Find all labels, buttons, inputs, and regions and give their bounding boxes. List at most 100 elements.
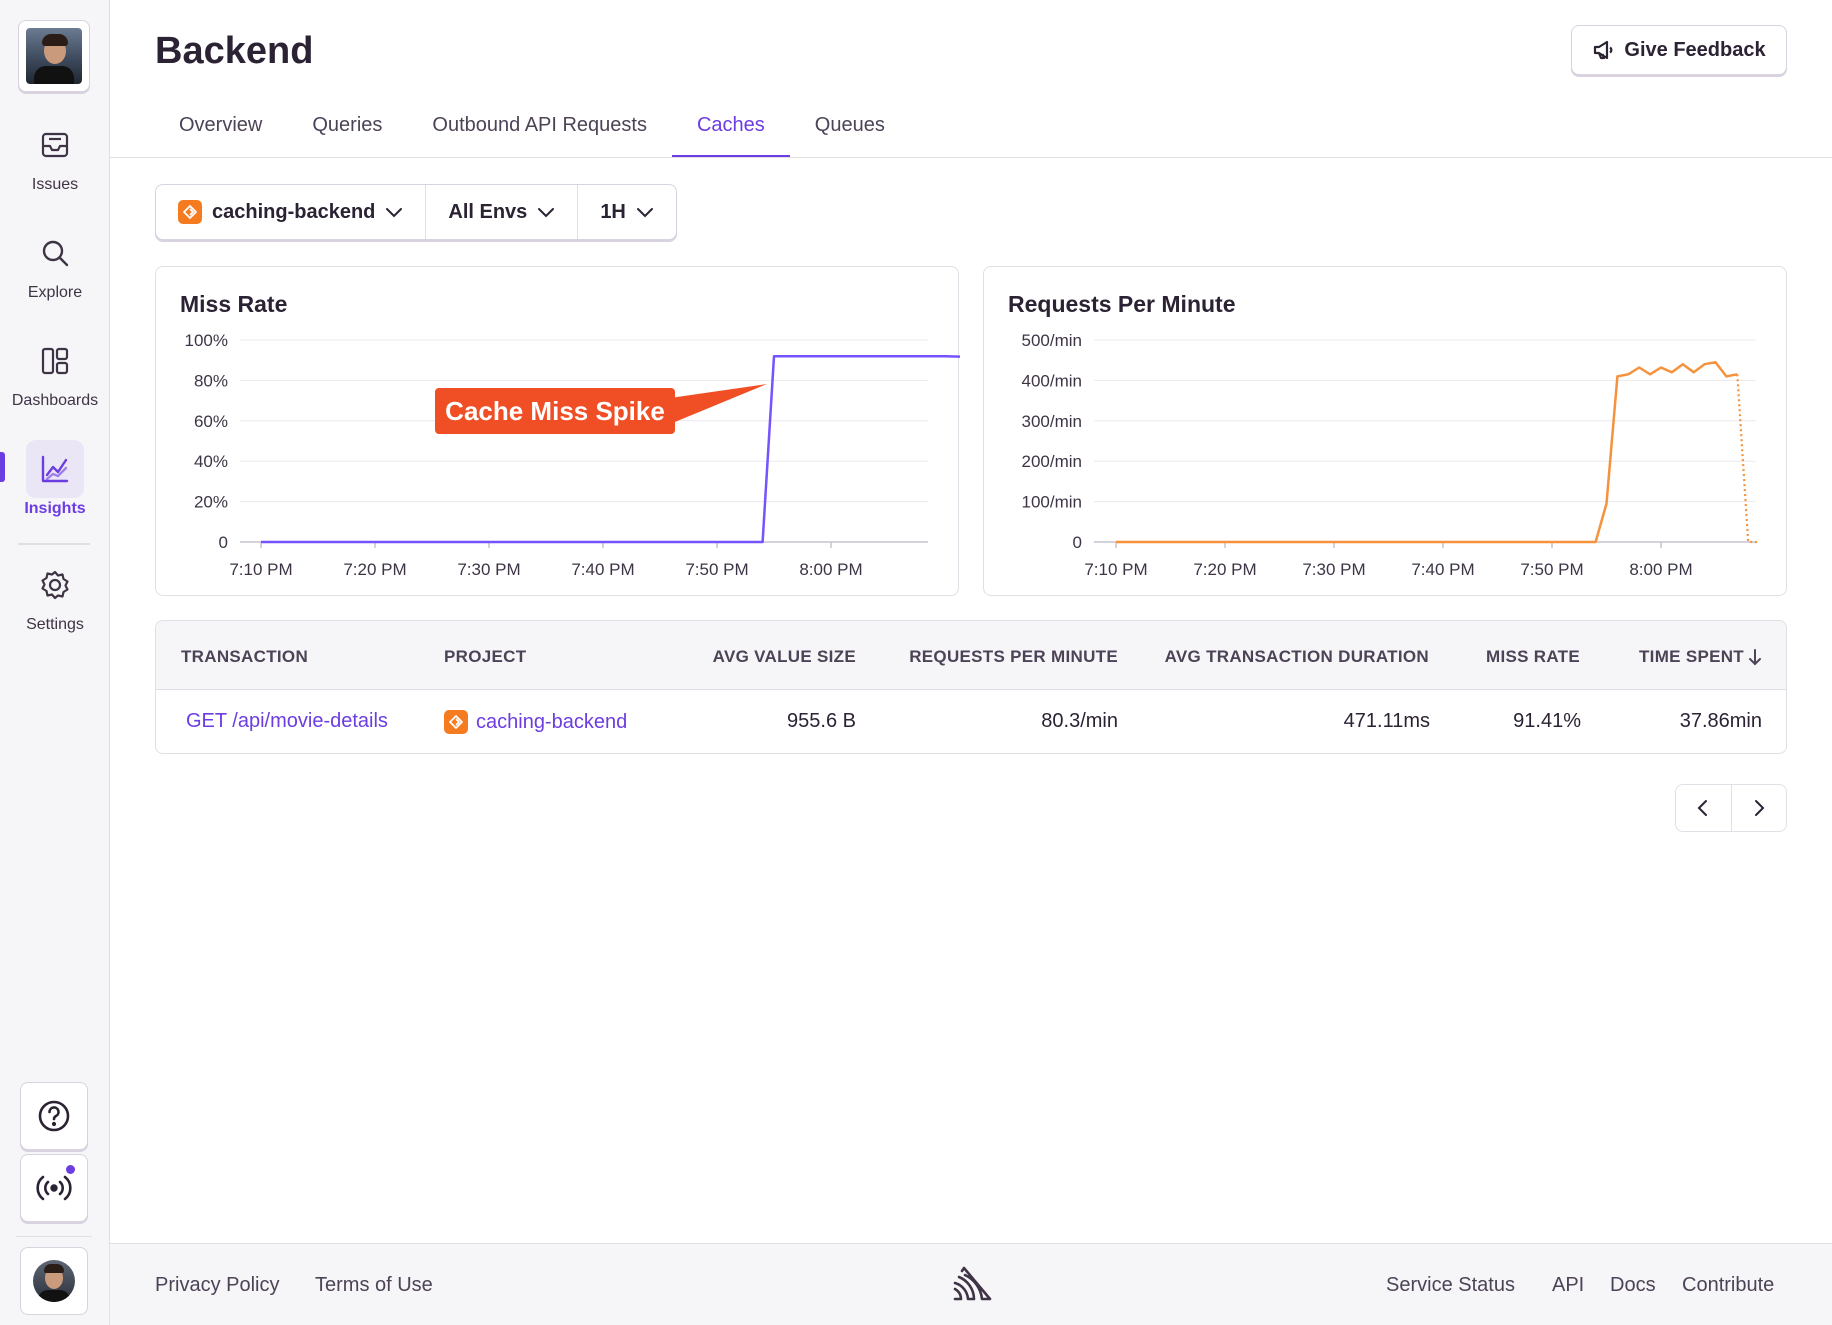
tab-bar: Overview Queries Outbound API Requests C… xyxy=(155,100,910,158)
series-line[interactable] xyxy=(261,354,960,544)
y-tick-label: 60% xyxy=(194,412,228,431)
give-feedback-button[interactable]: Give Feedback xyxy=(1571,25,1787,75)
chevron-down-icon xyxy=(538,208,555,218)
docs-link[interactable]: Docs xyxy=(1610,1274,1656,1296)
service-status-link[interactable]: Service Status xyxy=(1386,1274,1515,1296)
column-header-requests-per-minute[interactable]: REQUESTS PER MINUTE xyxy=(909,647,1118,666)
pagination xyxy=(1675,784,1787,832)
cell-time-spent: 37.86min xyxy=(1679,710,1762,732)
contribute-link[interactable]: Contribute xyxy=(1682,1274,1775,1296)
y-tick-label: 20% xyxy=(194,493,228,512)
cache-transactions-table: TRANSACTION PROJECT AVG VALUE SIZE REQUE… xyxy=(155,620,1787,754)
project-icon xyxy=(178,200,202,224)
callout-label: Cache Miss Spike xyxy=(435,388,675,434)
requests-per-minute-chart[interactable]: 0 100/min 200/min 300/min 400/min 500/min 7:10… xyxy=(984,267,1788,597)
cell-avg-value-size: 955.6 B xyxy=(787,710,856,732)
project-filter[interactable]: caching-backend xyxy=(156,185,427,239)
column-header-avg-value-size[interactable]: AVG VALUE SIZE xyxy=(712,647,856,666)
sidebar: Issues Explore Dashboards Insights xyxy=(0,0,110,1325)
environment-filter[interactable]: All Envs xyxy=(426,185,579,239)
date-range-filter-label: 1H xyxy=(600,200,626,223)
tab-queries[interactable]: Queries xyxy=(312,114,383,136)
broadcasts-button[interactable] xyxy=(20,1154,88,1222)
cell-miss-rate: 91.41% xyxy=(1513,710,1581,732)
give-feedback-label: Give Feedback xyxy=(1624,38,1766,61)
tab-caches[interactable]: Caches xyxy=(671,100,790,158)
chevron-right-icon xyxy=(1754,800,1765,816)
notification-dot xyxy=(66,1165,75,1174)
help-button[interactable] xyxy=(20,1082,88,1150)
x-tick-label: 7:30 PM xyxy=(1302,560,1365,579)
date-range-filter[interactable]: 1H xyxy=(578,185,676,239)
sentry-logo-icon xyxy=(953,1266,992,1301)
column-header-project[interactable]: PROJECT xyxy=(444,647,527,666)
api-link[interactable]: API xyxy=(1552,1274,1585,1296)
chart-title: Requests Per Minute xyxy=(1008,291,1236,317)
sidebar-item-explore[interactable]: Explore xyxy=(0,224,110,302)
user-avatar[interactable] xyxy=(20,1247,88,1315)
column-header-time-spent-label: TIME SPENT xyxy=(1638,647,1744,666)
cell-requests-per-minute: 80.3/min xyxy=(1041,710,1118,732)
sidebar-item-label: Settings xyxy=(26,616,84,633)
page-title: Backend xyxy=(155,30,314,72)
incomplete-series-line xyxy=(1736,374,1760,544)
chevron-down-icon xyxy=(636,208,653,218)
terms-of-use-link[interactable]: Terms of Use xyxy=(315,1274,433,1296)
x-tick-label: 7:40 PM xyxy=(1411,560,1474,579)
y-tick-label: 300/min xyxy=(1022,412,1082,431)
sidebar-item-settings[interactable]: Settings xyxy=(0,556,110,634)
column-header-avg-transaction-duration[interactable]: AVG TRANSACTION DURATION xyxy=(1164,647,1429,666)
chevron-left-icon xyxy=(1697,800,1708,816)
y-tick-label: 200/min xyxy=(1022,452,1082,471)
search-icon xyxy=(26,224,84,282)
dashboards-icon xyxy=(26,332,84,390)
sidebar-item-label: Dashboards xyxy=(11,392,99,409)
org-avatar-image xyxy=(26,28,82,84)
column-header-time-spent[interactable]: TIME SPENT xyxy=(1639,647,1762,667)
x-tick-label: 7:30 PM xyxy=(457,560,520,579)
requests-per-minute-panel: Requests Per Minute 0 100/min 200/min 300/m… xyxy=(983,266,1787,596)
y-tick-label: 0 xyxy=(219,533,228,552)
x-tick-label: 8:00 PM xyxy=(799,560,862,579)
footer: Privacy Policy Terms of Use Service Stat… xyxy=(110,1243,1832,1325)
sort-descending-icon xyxy=(1749,649,1761,666)
y-tick-label: 40% xyxy=(194,452,228,471)
project-link[interactable]: caching-backend xyxy=(444,710,627,734)
project-link-label: caching-backend xyxy=(476,710,628,733)
sidebar-item-label: Insights xyxy=(24,500,86,517)
environment-filter-label: All Envs xyxy=(448,200,528,223)
y-tick-label: 100/min xyxy=(1022,493,1082,512)
active-indicator xyxy=(0,452,5,482)
next-page-button[interactable] xyxy=(1732,785,1787,831)
x-tick-label: 7:10 PM xyxy=(1084,560,1147,579)
sidebar-item-issues[interactable]: Issues xyxy=(0,116,110,194)
tab-outbound-api-requests[interactable]: Outbound API Requests xyxy=(432,114,647,136)
x-tick-label: 7:50 PM xyxy=(685,560,748,579)
column-header-transaction[interactable]: TRANSACTION xyxy=(181,647,309,666)
transaction-link[interactable]: GET /api/movie-details xyxy=(186,710,388,732)
previous-page-button[interactable] xyxy=(1676,785,1732,831)
broadcast-icon xyxy=(36,1175,72,1201)
privacy-policy-link[interactable]: Privacy Policy xyxy=(155,1274,280,1296)
table-header: TRANSACTION PROJECT AVG VALUE SIZE REQUE… xyxy=(156,621,1786,690)
tabs-divider xyxy=(110,157,1832,158)
chevron-down-icon xyxy=(386,208,403,218)
series-line[interactable] xyxy=(1116,360,1738,544)
x-tick-label: 8:00 PM xyxy=(1629,560,1692,579)
y-tick-label: 80% xyxy=(194,371,228,390)
column-header-miss-rate[interactable]: MISS RATE xyxy=(1485,647,1580,666)
sidebar-item-dashboards[interactable]: Dashboards xyxy=(0,332,110,410)
tab-queues[interactable]: Queues xyxy=(814,114,885,136)
miss-rate-chart[interactable]: 0 20% 40% 60% 80% 100% 7:10 PM 7:20 PM 7:30 PM 7:… xyxy=(156,267,960,597)
table-row: GET /api/movie-details caching-backend 9… xyxy=(156,690,1786,753)
tab-overview[interactable]: Overview xyxy=(179,114,263,136)
y-tick-label: 100% xyxy=(185,331,228,350)
page-filter-bar: caching-backend All Envs 1H xyxy=(155,184,677,240)
cell-avg-transaction-duration: 471.11ms xyxy=(1343,710,1430,732)
help-icon xyxy=(38,1100,70,1132)
sidebar-item-insights[interactable]: Insights xyxy=(0,440,110,518)
sidebar-divider xyxy=(18,543,90,545)
x-tick-label: 7:40 PM xyxy=(571,560,634,579)
org-avatar[interactable] xyxy=(18,20,90,92)
project-filter-label: caching-backend xyxy=(212,200,376,223)
